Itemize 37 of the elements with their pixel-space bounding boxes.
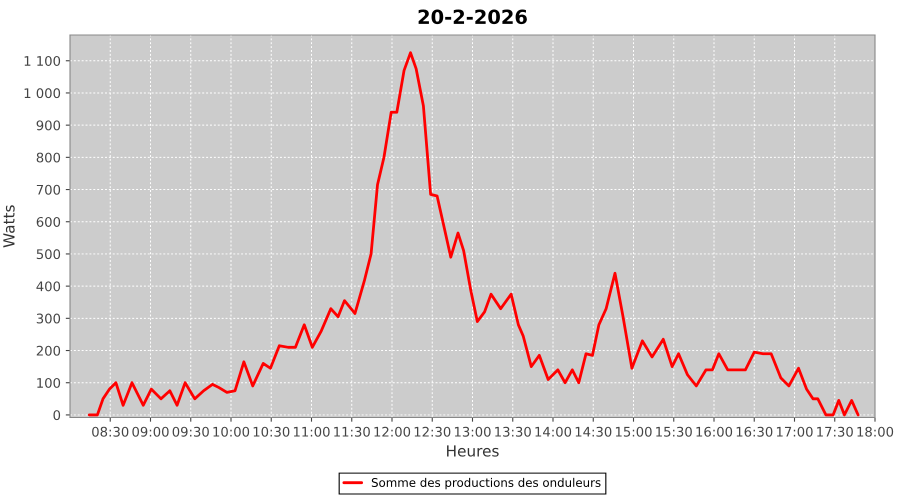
y-tick-label: 200: [36, 346, 60, 356]
y-tick-label: 900: [36, 120, 60, 130]
x-tick-label: 11:30: [334, 426, 370, 437]
x-tick-label: 10:00: [213, 426, 250, 437]
x-tick-label: 16:00: [696, 426, 732, 437]
x-tick-label: 17:30: [817, 426, 853, 437]
x-tick-label: 09:30: [172, 426, 209, 437]
y-tick-label: 500: [36, 249, 60, 260]
x-tick-label: 17:00: [776, 426, 813, 437]
x-tick-label: 12:00: [374, 426, 410, 437]
y-axis-title: Watts: [3, 205, 15, 248]
x-tick-label: 14:30: [576, 426, 612, 437]
y-tick-label: 600: [36, 216, 60, 227]
y-tick-label: 100: [37, 378, 60, 388]
y-tick-label: 700: [36, 184, 60, 195]
x-tick-label: 10:30: [254, 426, 290, 437]
y-tick-label: 1 100: [24, 56, 60, 66]
y-tick-label: 1 000: [24, 88, 60, 98]
legend-label: Somme des productions des onduleurs: [372, 478, 601, 490]
y-tick-label: 300: [36, 314, 60, 324]
x-tick-label: 13:30: [495, 426, 531, 437]
x-tick-label: 09:00: [132, 426, 169, 437]
line-series: [88, 51, 860, 416]
x-tick-label: 15:30: [656, 426, 692, 437]
x-tick-label: 08:30: [92, 426, 128, 437]
x-axis-title: Heures: [447, 445, 499, 457]
y-tick-label: 800: [36, 152, 60, 163]
x-tick-label: 13:00: [454, 426, 491, 437]
x-tick-label: 12:30: [414, 426, 450, 437]
x-tick-label: 14:00: [535, 426, 572, 437]
x-tick-label: 11:00: [294, 426, 330, 437]
chart-title: 20-2-2026: [418, 9, 527, 24]
x-tick-label: 16:30: [736, 426, 772, 437]
y-tick-label: 0: [53, 410, 60, 420]
y-tick-label: 400: [36, 281, 60, 292]
x-tick-label: 15:00: [616, 426, 652, 437]
x-tick-label: 18:00: [857, 426, 894, 437]
